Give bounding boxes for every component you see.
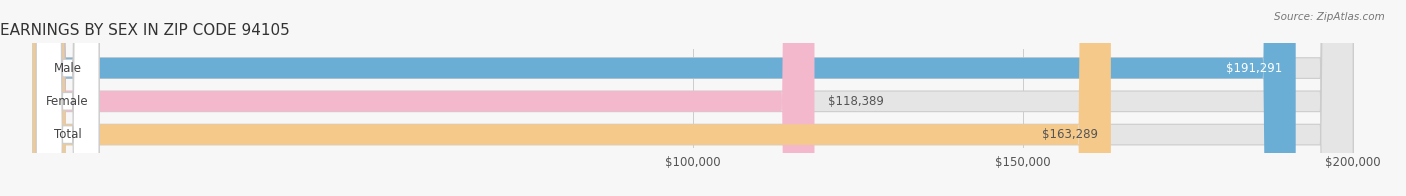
FancyBboxPatch shape [32,0,814,196]
Text: Total: Total [53,128,82,141]
FancyBboxPatch shape [32,0,1353,196]
Text: Female: Female [46,95,89,108]
FancyBboxPatch shape [37,0,98,196]
FancyBboxPatch shape [32,0,1296,196]
FancyBboxPatch shape [37,0,98,196]
Text: $118,389: $118,389 [828,95,883,108]
Text: $163,289: $163,289 [1042,128,1098,141]
Text: Male: Male [53,62,82,74]
FancyBboxPatch shape [32,0,1353,196]
FancyBboxPatch shape [32,0,1111,196]
FancyBboxPatch shape [32,0,1353,196]
Text: $191,291: $191,291 [1226,62,1282,74]
FancyBboxPatch shape [37,0,98,196]
Text: Source: ZipAtlas.com: Source: ZipAtlas.com [1274,12,1385,22]
Text: EARNINGS BY SEX IN ZIP CODE 94105: EARNINGS BY SEX IN ZIP CODE 94105 [0,23,290,38]
